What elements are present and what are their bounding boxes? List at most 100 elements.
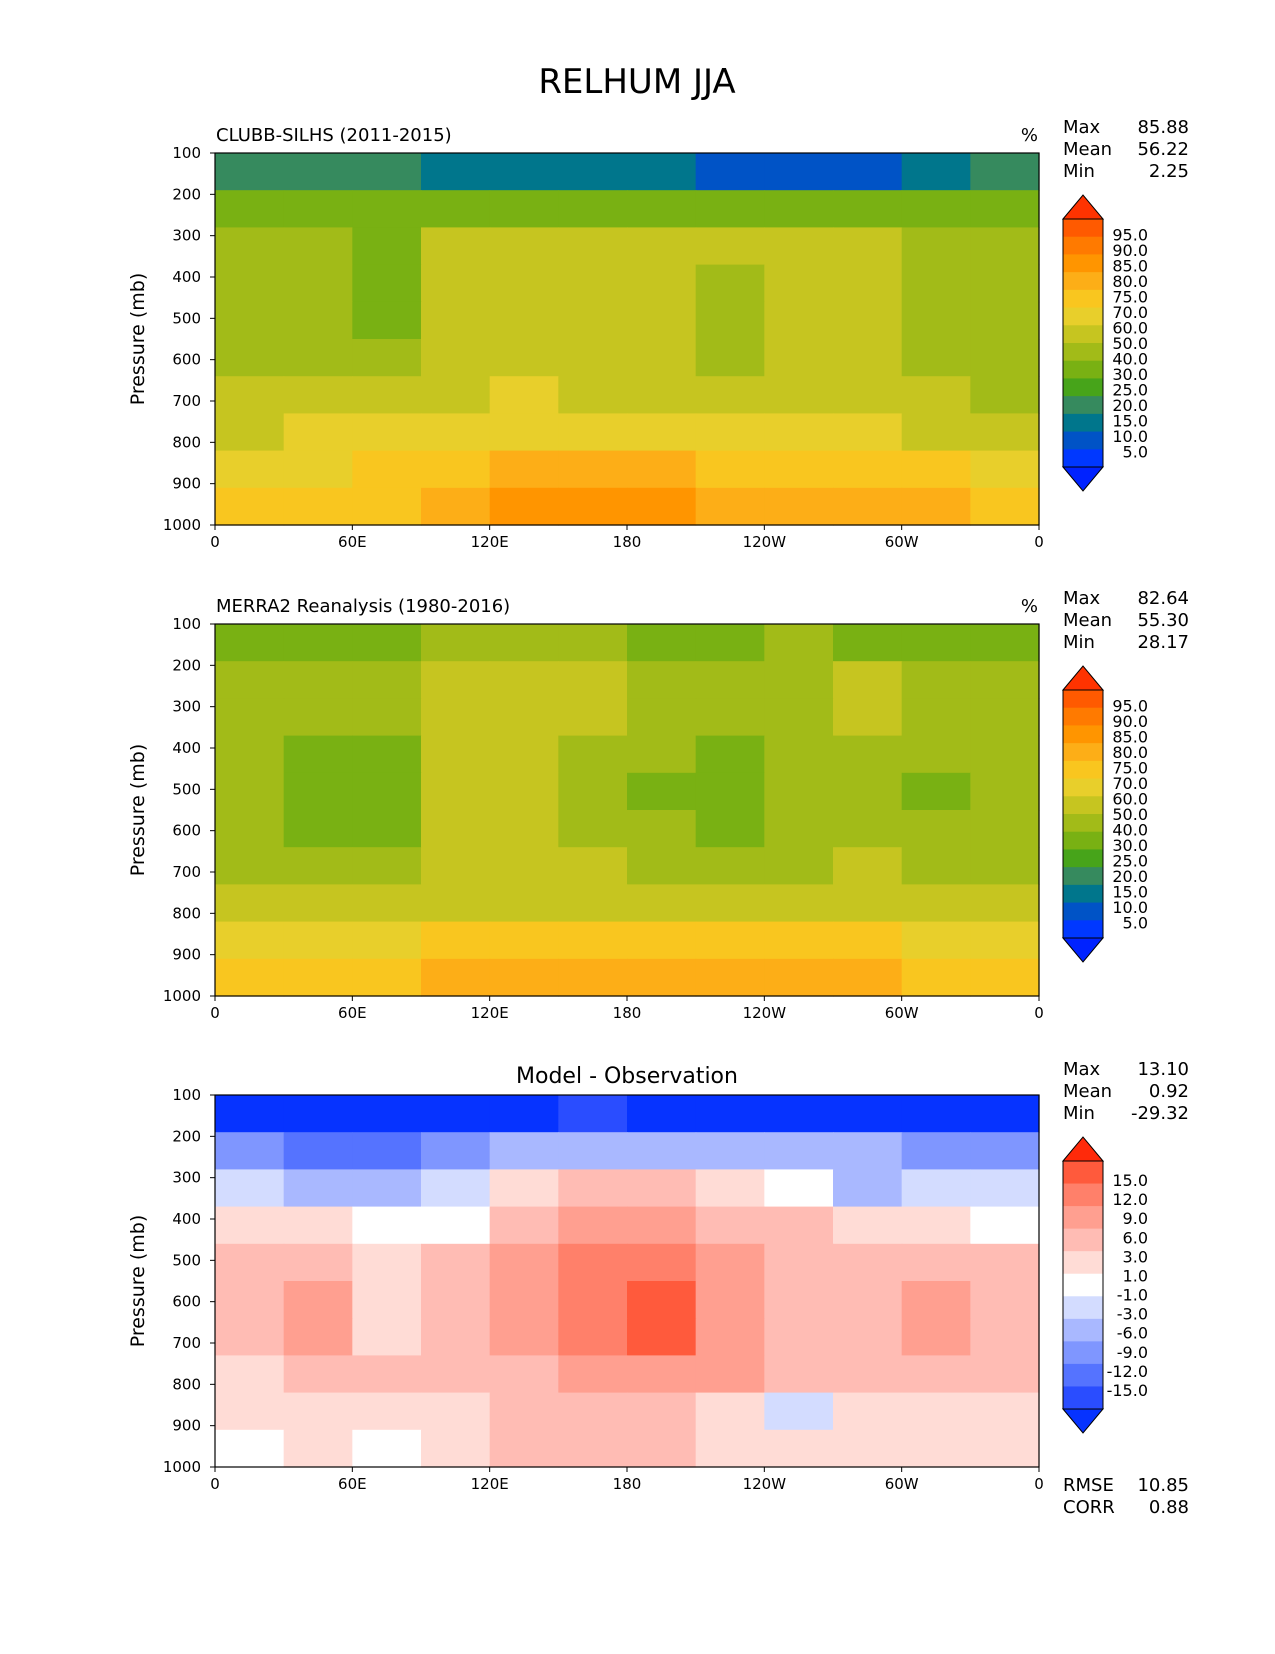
field-cell <box>901 190 971 228</box>
field-cell <box>352 376 422 414</box>
field-cell <box>352 661 422 699</box>
field-cell <box>558 1355 628 1394</box>
field-cell <box>283 1392 353 1431</box>
field-cell <box>627 1392 697 1431</box>
field-cell <box>421 661 491 699</box>
field-cell <box>352 450 422 489</box>
field-cell <box>352 301 422 340</box>
field-cell <box>901 810 971 848</box>
panel-title: CLUBB-SILHS (2011-2015) <box>216 125 452 146</box>
field-cell <box>489 301 559 340</box>
field-cell <box>215 1318 285 1356</box>
stat-min-label: Min <box>1063 1103 1095 1124</box>
colorbar-band <box>1063 254 1103 273</box>
field-cell <box>901 301 971 340</box>
field-cell <box>352 1243 422 1282</box>
y-tick-label: 800 <box>172 904 201 922</box>
field-cell <box>764 190 834 228</box>
colorbar-tick-label: 5.0 <box>1123 914 1148 933</box>
field-cell <box>833 661 903 699</box>
field-cell <box>764 264 834 303</box>
field-cell <box>833 624 903 662</box>
field-cell <box>764 661 834 699</box>
field-cell <box>558 264 628 303</box>
field-cell <box>558 487 628 526</box>
field-cell <box>901 921 971 960</box>
stat-min-label: Min <box>1063 632 1095 653</box>
field-cell <box>489 1355 559 1394</box>
field-cell <box>695 884 765 923</box>
field-cell <box>695 487 765 526</box>
field-cell <box>421 1429 491 1468</box>
y-axis-label: Pressure (mb) <box>127 744 149 877</box>
x-tick-label: 60E <box>338 533 367 551</box>
field-cell <box>558 624 628 662</box>
stat-mean-label: Mean <box>1063 1081 1112 1102</box>
field-cell <box>901 264 971 303</box>
colorbar-band <box>1063 725 1103 744</box>
colorbar-tick-label: 25.0 <box>1112 381 1148 400</box>
field-cell <box>833 1355 903 1394</box>
field-cell <box>970 413 1040 452</box>
x-tick-label: 0 <box>210 1475 220 1493</box>
colorbar-band <box>1063 1206 1103 1230</box>
field-cell <box>695 661 765 699</box>
colorbar-tick-label: 95.0 <box>1112 226 1148 245</box>
field-cell <box>833 190 903 228</box>
stat-mean-value: 56.22 <box>1137 139 1189 160</box>
stat-max-value: 82.64 <box>1137 588 1189 609</box>
field-cell <box>489 921 559 960</box>
field-cell <box>833 1429 903 1468</box>
field-cell <box>489 1132 559 1170</box>
field-cell <box>215 847 285 885</box>
field-cell <box>215 264 285 303</box>
colorbar-band <box>1063 236 1103 255</box>
colorbar-tick-label: 9.0 <box>1123 1209 1148 1228</box>
field-cell <box>215 376 285 414</box>
colorbar-frame <box>1062 689 1104 939</box>
field-cell <box>489 1281 559 1319</box>
field-cell <box>215 735 285 774</box>
colorbar-band <box>1063 884 1103 904</box>
colorbar-band <box>1063 1318 1103 1342</box>
field-cell <box>695 339 765 377</box>
field-cell <box>215 1132 285 1170</box>
field-cell <box>627 227 697 266</box>
field-cell <box>695 376 765 414</box>
field-cell <box>901 1169 971 1208</box>
colorbar-band <box>1063 814 1103 833</box>
y-tick-label: 1000 <box>163 987 201 1005</box>
field-cell <box>833 227 903 266</box>
field-cell <box>970 1318 1040 1356</box>
field-cell <box>421 487 491 526</box>
field-cell <box>764 153 834 191</box>
field-cell <box>421 1281 491 1319</box>
stat-min-value: -29.32 <box>1131 1103 1189 1124</box>
field-cell <box>352 153 422 191</box>
y-tick-label: 200 <box>172 185 201 203</box>
field-cell <box>764 413 834 452</box>
colorbar: 95.090.085.080.075.070.060.050.040.030.0… <box>1061 665 1148 963</box>
field-cell <box>558 190 628 228</box>
field-cell <box>695 1281 765 1319</box>
colorbar-max-extend <box>1061 194 1105 220</box>
colorbar-tick-label: 90.0 <box>1112 241 1148 260</box>
field-cell <box>695 624 765 662</box>
field-cell <box>283 958 353 997</box>
field-cell <box>764 847 834 885</box>
field-cell <box>627 624 697 662</box>
field-cell <box>215 1206 285 1245</box>
field-cell <box>421 1392 491 1431</box>
stat-min-value: 28.17 <box>1137 632 1189 653</box>
field-cell <box>970 487 1040 526</box>
field-cell <box>764 884 834 923</box>
colorbar-min-extend <box>1061 1408 1105 1434</box>
field-cell <box>558 772 628 811</box>
field-cell <box>352 1206 422 1245</box>
field-cell <box>283 810 353 848</box>
field-cell <box>421 810 491 848</box>
field-cell <box>352 487 422 526</box>
colorbar-band <box>1063 1386 1103 1410</box>
field-cell <box>558 884 628 923</box>
field-cell <box>215 301 285 340</box>
